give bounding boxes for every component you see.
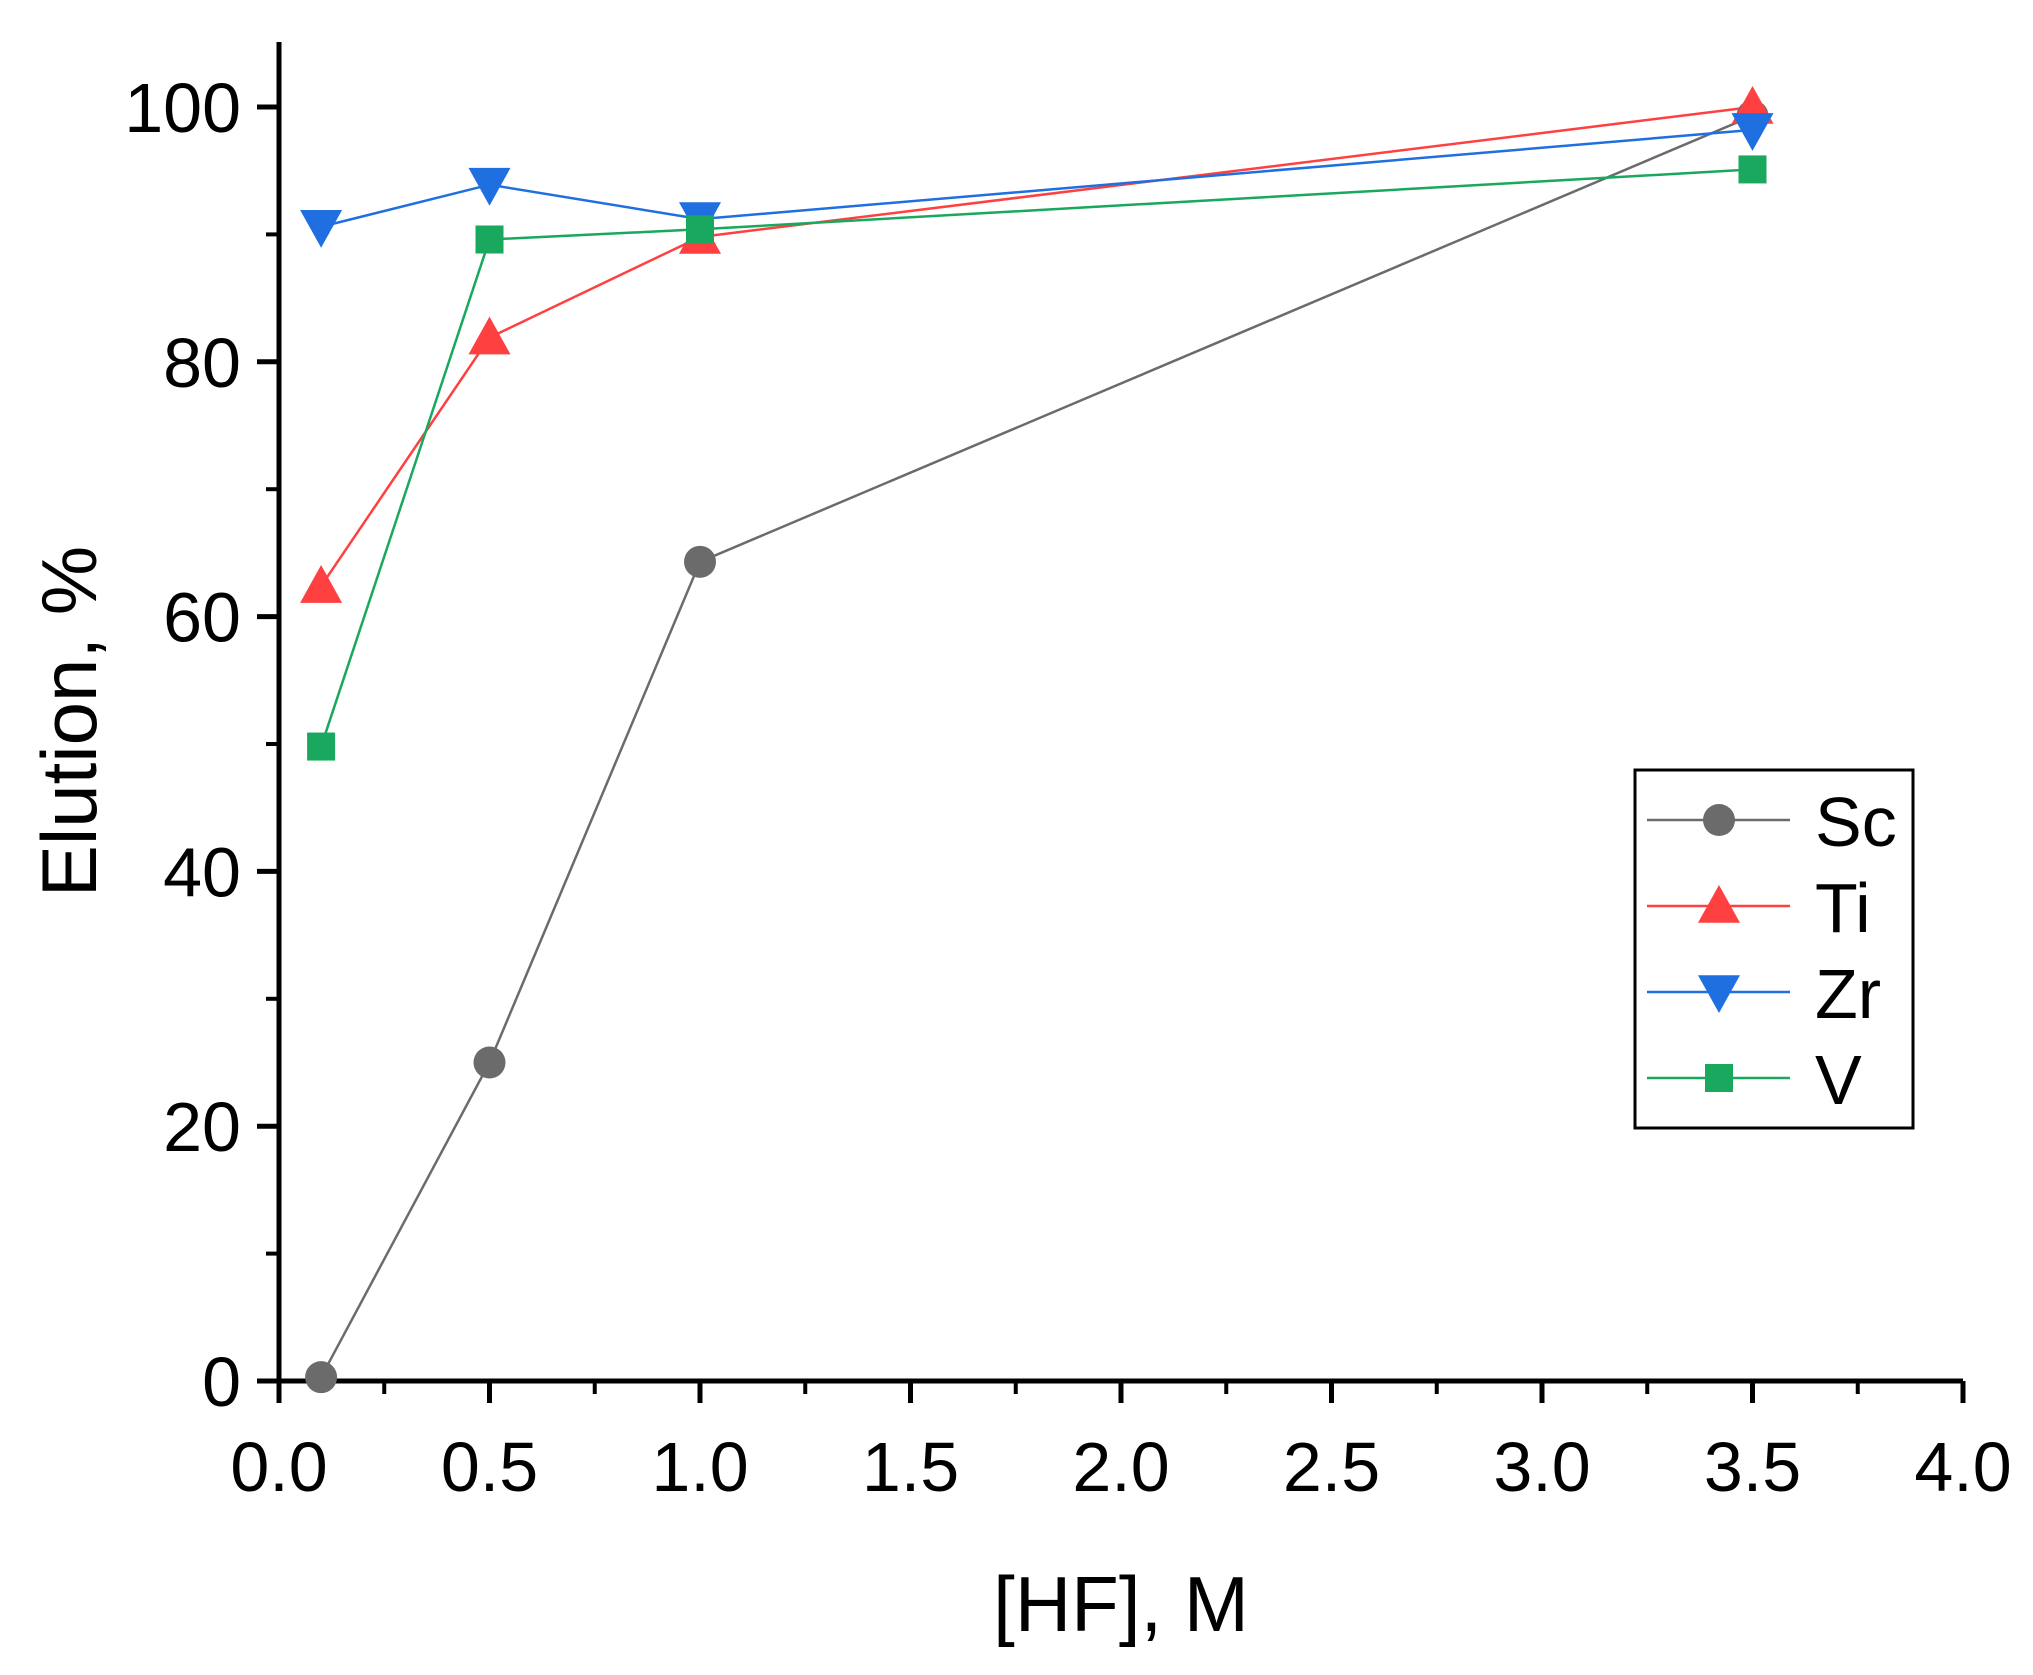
axes-layer: 0.0 0.5 1.0 1.5 2.0 2.5 3.0 3.5 4.0 0 20 40 60 80 100 — [124, 42, 2012, 1506]
series-lines-layer — [319, 105, 1753, 1378]
x-tick-label: 3.0 — [1493, 1428, 1590, 1506]
y-tick-label: 60 — [163, 579, 241, 657]
data-point-v-2 — [686, 215, 714, 244]
legend-label-sc: Sc — [1815, 783, 1897, 861]
x-tick-label: 2.0 — [1072, 1428, 1169, 1506]
series-line-ti — [320, 105, 1753, 587]
data-point-zr-1 — [468, 167, 511, 206]
x-tick-label: 0.0 — [230, 1428, 327, 1506]
data-point-v-3 — [1738, 155, 1767, 184]
y-axis-title: Elution, % — [25, 546, 113, 897]
data-point-v-0 — [307, 732, 336, 761]
x-tick-label: 3.5 — [1704, 1428, 1801, 1506]
y-tick-label: 0 — [202, 1343, 241, 1421]
x-axis-title: [HF], M — [993, 1560, 1249, 1648]
data-point-ti-0 — [300, 565, 343, 603]
x-tick-label: 4.0 — [1914, 1428, 2011, 1506]
legend-label-zr: Zr — [1815, 955, 1881, 1033]
legend-label-v: V — [1815, 1041, 1862, 1119]
series-line-zr — [320, 128, 1753, 228]
data-point-v-1 — [475, 225, 504, 254]
legend-marker-v — [1705, 1064, 1733, 1092]
legend-marker-sc — [1703, 804, 1735, 836]
data-point-ti-1 — [468, 316, 511, 355]
series-line-sc — [319, 114, 1753, 1378]
y-tick-label: 20 — [163, 1088, 241, 1166]
x-tick-label: 0.5 — [441, 1428, 538, 1506]
legend-marker-ti — [1698, 885, 1740, 923]
series-line-v — [319, 168, 1753, 747]
data-point-sc-1 — [473, 1046, 506, 1079]
legend-marker-zr — [1698, 975, 1740, 1013]
legend-box — [1633, 768, 1915, 1130]
y-tick-label: 80 — [163, 324, 241, 402]
data-point-sc-2 — [684, 545, 716, 578]
y-tick-label: 100 — [124, 69, 241, 147]
legend-label-ti: Ti — [1815, 869, 1871, 947]
x-tick-label: 2.5 — [1283, 1428, 1380, 1506]
data-point-zr-0 — [300, 209, 343, 248]
series-markers-layer — [300, 86, 1774, 1394]
legend: Sc Ti Zr V — [1633, 768, 1915, 1130]
x-tick-label: 1.0 — [651, 1428, 748, 1506]
data-point-zr-3 — [1731, 113, 1774, 151]
data-point-sc-0 — [305, 1361, 338, 1394]
x-tick-label: 1.5 — [862, 1428, 959, 1506]
y-tick-label: 40 — [163, 833, 241, 911]
